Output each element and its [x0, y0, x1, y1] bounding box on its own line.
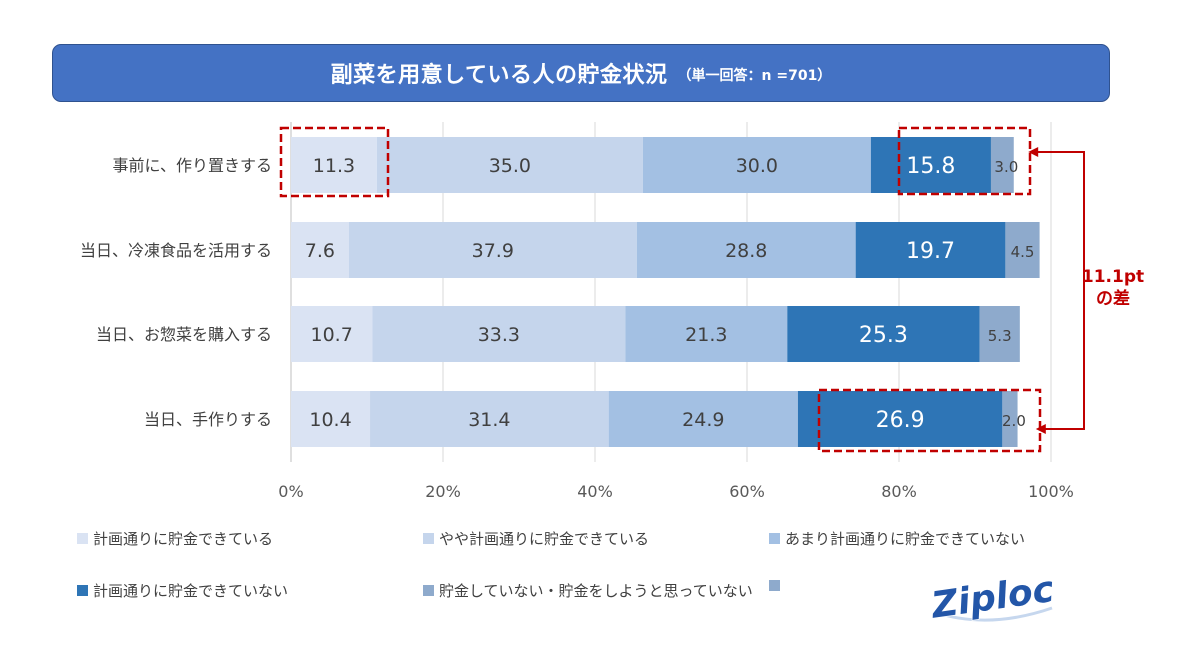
- bar-segment: [1005, 222, 1040, 278]
- data-label: 37.9: [472, 240, 514, 262]
- highlight-box: [817, 388, 1042, 453]
- title-banner: 副菜を用意している人の貯金状況 （単一回答：n =701）: [52, 44, 1110, 102]
- difference-value: 11.1pt: [1081, 267, 1145, 287]
- highlight-box: [897, 126, 1032, 196]
- difference-bracket: [1036, 151, 1085, 430]
- legend-item: 計画通りに貯金できている: [77, 528, 273, 549]
- difference-annotation: 11.1pt の差: [1078, 266, 1148, 310]
- legend-item: 貯金していない・貯金をしようと思っていない: [423, 580, 753, 601]
- data-label: 15.8: [906, 154, 955, 179]
- svg-text:Ziploc: Ziploc: [928, 572, 1056, 627]
- legend-swatch: [77, 533, 88, 544]
- bar-segment: [372, 306, 626, 362]
- bar-segment: [291, 391, 371, 447]
- data-label: 21.3: [685, 324, 727, 346]
- highlight-box: [279, 126, 390, 198]
- x-tick-label: 20%: [425, 482, 461, 501]
- data-label: 10.4: [309, 409, 351, 431]
- legend-swatch: [769, 533, 780, 544]
- legend-item: あまり計画通りに貯金できていない: [769, 528, 1025, 549]
- legend-item-extra: [769, 580, 785, 591]
- chart-title: 副菜を用意している人の貯金状況: [330, 63, 668, 88]
- legend-label: 貯金していない・貯金をしようと思っていない: [439, 582, 753, 600]
- x-tick-label: 80%: [881, 482, 917, 501]
- bar-segment: [787, 306, 980, 362]
- legend-swatch: [769, 580, 780, 591]
- data-label: 28.8: [725, 240, 767, 262]
- legend-label: やや計画通りに貯金できている: [439, 530, 650, 548]
- bar-segment: [625, 306, 788, 362]
- legend-swatch: [77, 585, 88, 596]
- data-label: 24.9: [682, 409, 724, 431]
- bar-segment: [291, 137, 377, 193]
- bar-segment: [291, 222, 349, 278]
- category-label: 当日、お惣菜を購入する: [96, 325, 272, 344]
- legend-item: やや計画通りに貯金できている: [423, 528, 649, 549]
- bar-segment: [370, 391, 609, 447]
- bar-segment: [348, 222, 637, 278]
- category-label: 当日、冷凍食品を活用する: [80, 241, 272, 260]
- x-tick-label: 40%: [577, 482, 613, 501]
- bar-segment: [990, 137, 1014, 193]
- data-label: 33.3: [478, 324, 520, 346]
- data-label: 19.7: [906, 239, 955, 264]
- bar-segment: [636, 222, 856, 278]
- bar-segment: [608, 391, 798, 447]
- arrowhead: [1028, 147, 1039, 157]
- category-label: 事前に、作り置きする: [112, 156, 272, 175]
- data-label: 2.0: [1002, 412, 1026, 430]
- x-tick-label: 100%: [1028, 482, 1074, 501]
- legend-label: あまり計画通りに貯金できていない: [785, 530, 1026, 548]
- difference-caption: の差: [1096, 289, 1130, 309]
- ziploc-logo: Ziploc: [928, 572, 1057, 628]
- bar-segment: [376, 137, 643, 193]
- data-label: 11.3: [313, 155, 355, 177]
- bar-segment: [291, 306, 373, 362]
- data-label: 30.0: [736, 155, 778, 177]
- data-label: 10.7: [311, 324, 353, 346]
- bar-segment: [1002, 391, 1018, 447]
- legend-label: 計画通りに貯金できていない: [93, 582, 289, 600]
- bar-segment: [642, 137, 871, 193]
- chart-subtitle: （単一回答：n =701）: [677, 68, 832, 84]
- category-label: 当日、手作りする: [144, 410, 272, 429]
- arrowhead: [1035, 424, 1046, 434]
- x-tick-label: 0%: [278, 482, 303, 501]
- data-label: 35.0: [489, 155, 531, 177]
- bar-segment: [870, 137, 991, 193]
- data-label: 5.3: [988, 327, 1012, 345]
- data-label: 26.9: [876, 408, 925, 433]
- legend-item: 計画通りに貯金できていない: [77, 580, 288, 601]
- legend-swatch: [423, 533, 434, 544]
- data-label: 7.6: [305, 240, 335, 262]
- data-label: 25.3: [859, 323, 908, 348]
- legend-label: 計画通りに貯金できている: [93, 530, 274, 548]
- data-label: 3.0: [994, 158, 1018, 176]
- legend-swatch: [423, 585, 434, 596]
- x-tick-label: 60%: [729, 482, 765, 501]
- bar-segment: [855, 222, 1006, 278]
- data-label: 31.4: [468, 409, 510, 431]
- bar-segment: [797, 391, 1003, 447]
- bar-segment: [979, 306, 1020, 362]
- data-label: 4.5: [1011, 243, 1035, 261]
